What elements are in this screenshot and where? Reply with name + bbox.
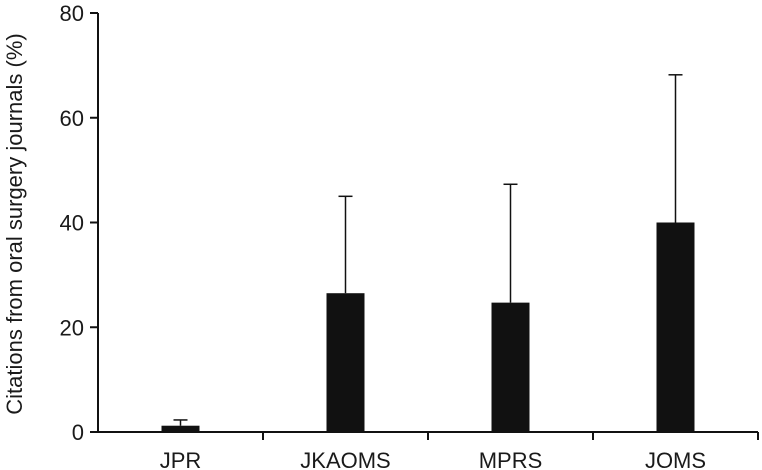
error-bar [338, 195, 353, 294]
bar [656, 222, 695, 432]
y-axis-title: Citations from oral surgery journals (%) [2, 33, 27, 414]
y-tick-label: 20 [60, 315, 84, 340]
plot-area: 0 20 40 60 80 JPR JKAOMS MPRS JOMS [60, 1, 759, 470]
bar [491, 302, 530, 432]
bar [326, 293, 365, 432]
bars-group [161, 222, 695, 432]
x-ticks-group: JPR JKAOMS MPRS JOMS [160, 432, 759, 470]
x-tick-label: MPRS [479, 448, 543, 470]
bar [161, 425, 200, 432]
error-bar [503, 183, 518, 303]
y-tick-label: 80 [60, 1, 84, 26]
y-ticks-group: 0 20 40 60 80 [60, 1, 98, 445]
y-tick-label: 40 [60, 211, 84, 236]
y-tick-label: 60 [60, 106, 84, 131]
error-bar [668, 74, 683, 223]
error-bars-group [173, 74, 683, 426]
y-tick-label: 0 [72, 420, 84, 445]
error-bar [173, 419, 188, 426]
x-tick-label: JPR [160, 448, 202, 470]
x-tick-label: JKAOMS [300, 448, 390, 470]
x-tick-label: JOMS [645, 448, 706, 470]
